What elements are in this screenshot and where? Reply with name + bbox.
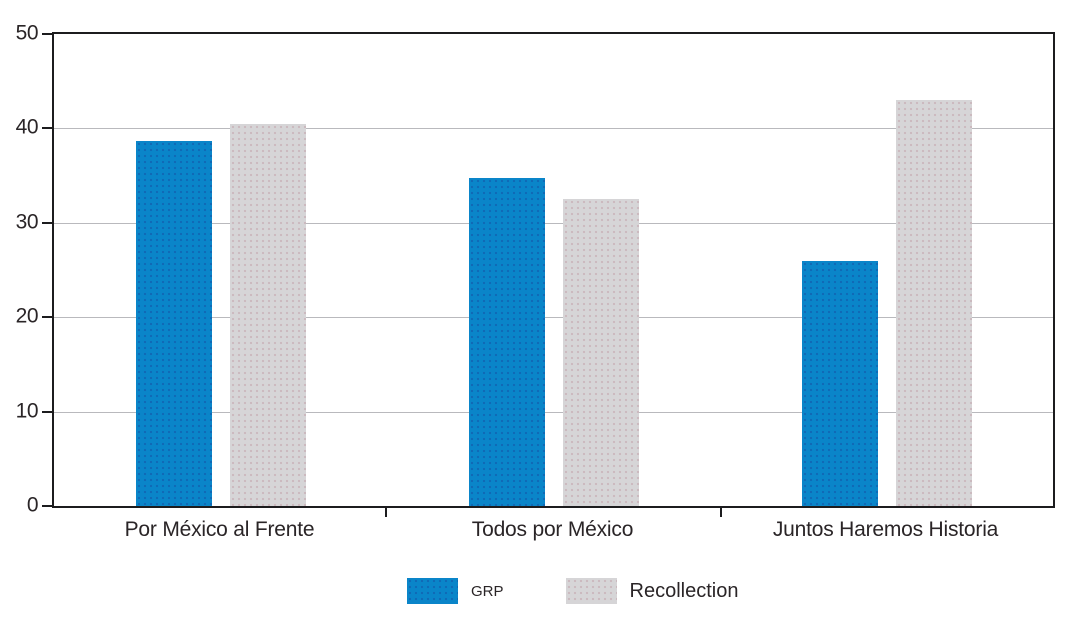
x-axis-tickmark-2: [719, 508, 722, 517]
bar-recollection-3: [895, 100, 972, 506]
bar-recollection-1: [229, 123, 306, 506]
bar-group-1: [54, 34, 387, 506]
y-axis-label-30: 30: [15, 210, 39, 234]
bar-group-2: [387, 34, 720, 506]
y-axis-tickmark-50: [42, 33, 52, 35]
gridline-20: [54, 317, 1053, 319]
bar-grp-3: [801, 260, 878, 506]
y-axis-label-10: 10: [15, 399, 39, 423]
x-axis-tickmark-1: [385, 508, 388, 517]
y-axis-tickmark-30: [42, 221, 52, 224]
x-axis-label-3: Juntos Haremos Historia: [772, 518, 999, 541]
gridline-30: [54, 222, 1053, 224]
legend-label-recollection: Recollection: [629, 579, 739, 602]
y-axis-label-20: 20: [15, 304, 39, 328]
plot-area: [52, 32, 1055, 508]
legend-label-grp: GRP: [471, 582, 504, 600]
bar-grp-1: [135, 140, 212, 506]
x-axis-label-2: Todos por México: [471, 518, 634, 541]
bar-group-3: [720, 34, 1053, 506]
legend: GRP Recollection: [407, 578, 738, 604]
legend-swatch-grp: [407, 578, 458, 604]
x-axis-label-1: Por México al Frente: [124, 518, 315, 541]
y-axis-label-0: 0: [26, 493, 39, 517]
y-axis-tickmark-20: [42, 316, 52, 319]
y-axis-label-40: 40: [15, 115, 39, 139]
y-axis-tickmark-40: [42, 127, 52, 130]
y-axis-tickmark-10: [42, 410, 52, 413]
legend-swatch-recollection: [565, 578, 617, 604]
gridline-40: [54, 128, 1053, 130]
y-axis-labels: 0 10 20 30 40 50: [0, 22, 39, 517]
y-axis-ticks: [42, 32, 52, 508]
y-axis-tickmark-0: [42, 505, 52, 507]
bar-recollection-2: [562, 199, 639, 506]
gridline-10: [54, 411, 1053, 413]
bar-grp-2: [468, 178, 545, 506]
y-axis-label-50: 50: [15, 21, 39, 45]
